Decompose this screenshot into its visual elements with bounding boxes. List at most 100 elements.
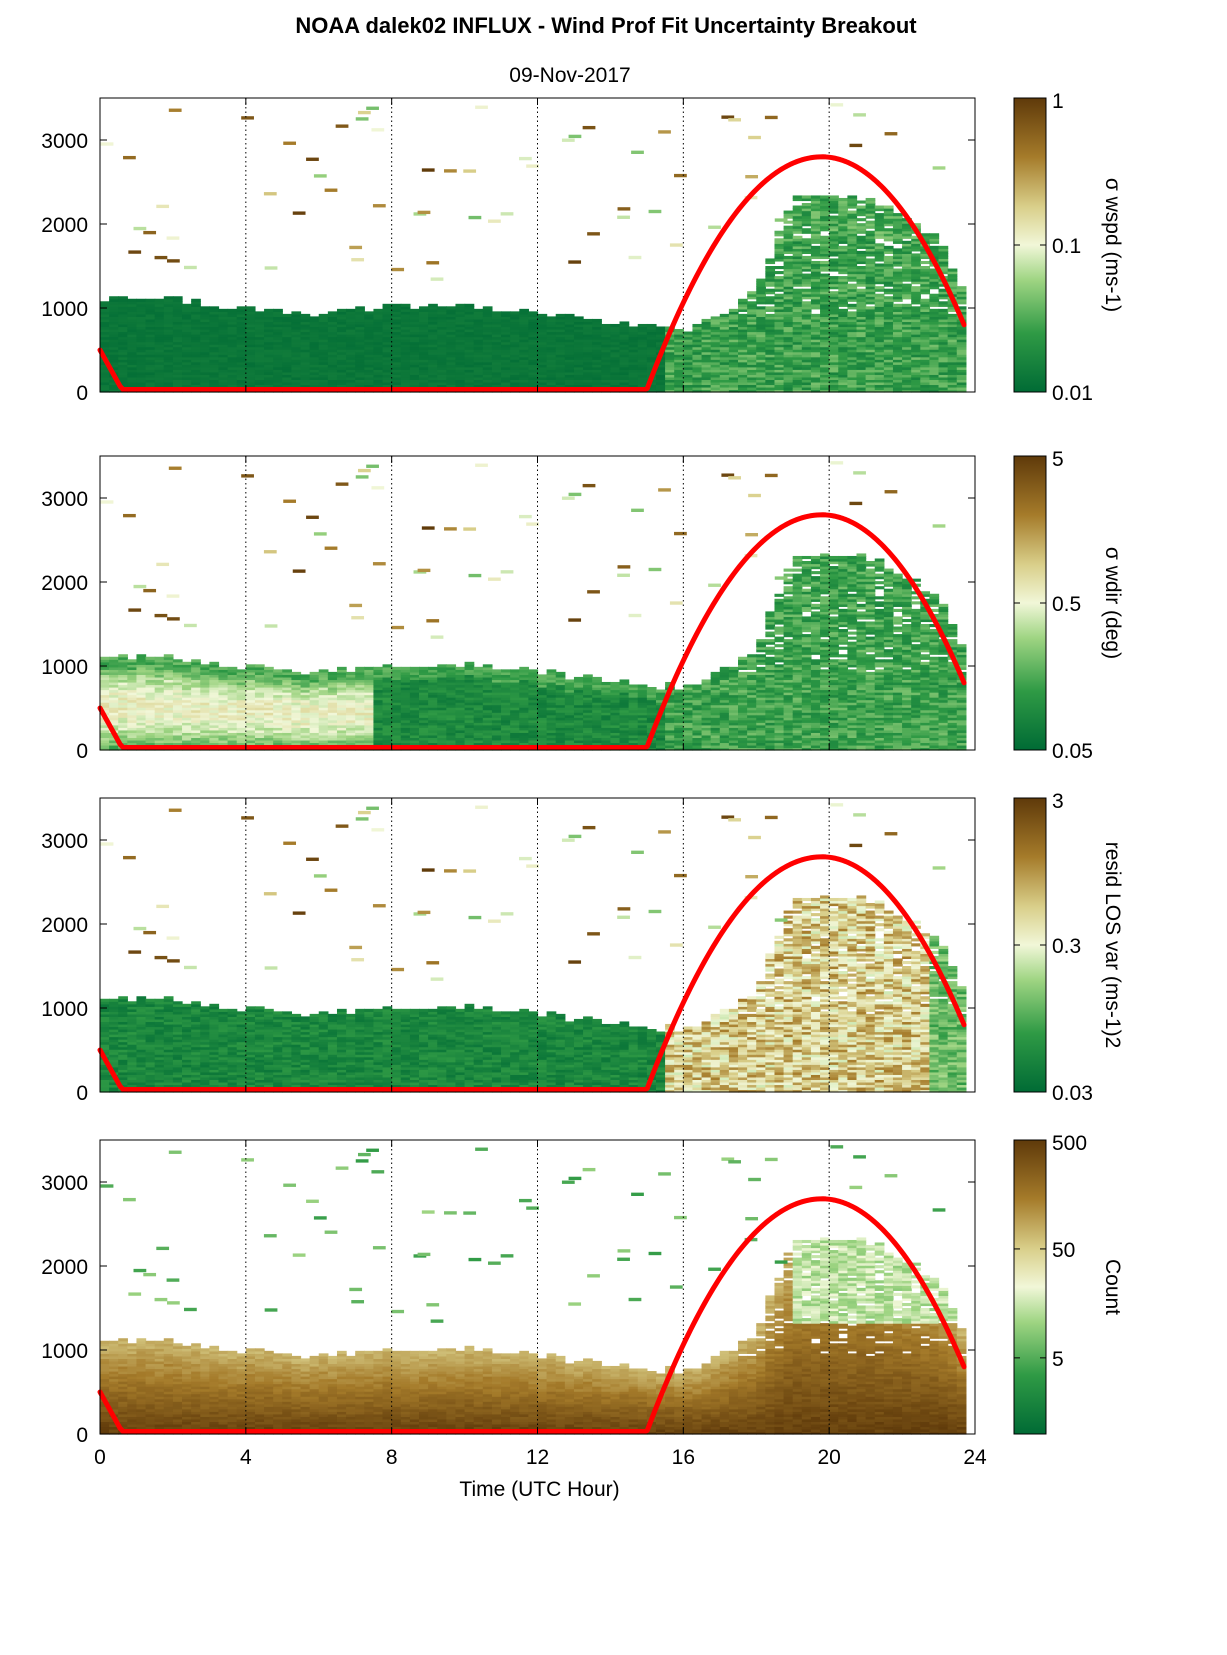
heatmap-cell bbox=[373, 334, 384, 338]
heatmap-cell bbox=[728, 344, 739, 348]
heatmap-cell bbox=[792, 323, 803, 328]
heatmap-cell bbox=[428, 351, 438, 355]
heatmap-cell bbox=[382, 339, 393, 343]
heatmap-cell bbox=[564, 318, 575, 323]
heatmap-cell bbox=[583, 323, 593, 328]
heatmap-cell bbox=[100, 316, 110, 320]
heatmap-cell bbox=[254, 311, 265, 315]
figure-subtitle: 09-Nov-2017 bbox=[509, 64, 630, 87]
heatmap-cell bbox=[355, 381, 365, 386]
heatmap-cell bbox=[519, 356, 529, 360]
heatmap-cell bbox=[892, 313, 903, 317]
heatmap-cell bbox=[473, 318, 484, 323]
heatmap-cell bbox=[874, 361, 885, 365]
heatmap-cell bbox=[810, 386, 821, 391]
heatmap-cell bbox=[911, 258, 921, 262]
heatmap-cell bbox=[564, 346, 575, 350]
heatmap-cell bbox=[391, 326, 402, 330]
heatmap-cell bbox=[911, 268, 921, 272]
heatmap-cell bbox=[291, 379, 302, 383]
heatmap-cell bbox=[109, 336, 119, 340]
heatmap-cell bbox=[938, 296, 949, 300]
heatmap-cell bbox=[501, 354, 511, 358]
heatmap-cell bbox=[100, 381, 110, 386]
heatmap-cell bbox=[865, 361, 876, 365]
heatmap-cell bbox=[482, 351, 493, 355]
heatmap-cell bbox=[920, 334, 931, 338]
heatmap-cell bbox=[856, 369, 867, 373]
heatmap-cell bbox=[792, 210, 803, 214]
heatmap-cell bbox=[883, 223, 894, 227]
heatmap-cell bbox=[783, 278, 794, 282]
heatmap-cell bbox=[892, 230, 903, 234]
heatmap-cell bbox=[437, 308, 447, 312]
heatmap-cell bbox=[482, 364, 493, 368]
heatmap-cell bbox=[947, 366, 958, 370]
heatmap-cell bbox=[756, 321, 766, 325]
heatmap-cell bbox=[838, 326, 848, 330]
heatmap-cell bbox=[865, 223, 876, 227]
heatmap-cell bbox=[829, 308, 839, 312]
heatmap-cell bbox=[327, 316, 338, 320]
heatmap-cell bbox=[419, 379, 429, 383]
heatmap-cell bbox=[674, 384, 684, 388]
heatmap-cell bbox=[765, 361, 776, 365]
heatmap-cell bbox=[200, 379, 210, 383]
colorbar-tick-label: 0.1 bbox=[1052, 235, 1081, 258]
heatmap-cell bbox=[810, 318, 821, 323]
heatmap-cell bbox=[938, 334, 949, 338]
heatmap-cell bbox=[336, 316, 347, 320]
heatmap-cell bbox=[920, 308, 931, 312]
heatmap-cell bbox=[254, 351, 265, 355]
heatmap-cell bbox=[856, 260, 867, 265]
heatmap-cell bbox=[537, 376, 548, 380]
heatmap-cell bbox=[902, 293, 912, 297]
heatmap-cell bbox=[710, 316, 721, 320]
heatmap-cell bbox=[391, 351, 402, 355]
heatmap-cell bbox=[583, 334, 593, 338]
heatmap-cell bbox=[209, 323, 220, 328]
heatmap-cell bbox=[792, 351, 803, 355]
heatmap-cell bbox=[528, 374, 539, 378]
heatmap-cell bbox=[865, 301, 876, 305]
heatmap-cell bbox=[528, 316, 539, 320]
heatmap-cell bbox=[892, 329, 903, 333]
heatmap-cell bbox=[856, 331, 867, 335]
heatmap-cell bbox=[163, 296, 174, 300]
heatmap-cell bbox=[373, 318, 384, 323]
heatmap-cell bbox=[191, 318, 201, 323]
heatmap-cell bbox=[902, 306, 912, 310]
heatmap-cell bbox=[127, 374, 138, 378]
heatmap-cell bbox=[911, 278, 921, 282]
heatmap-cell bbox=[145, 326, 156, 330]
heatmap-cell bbox=[874, 371, 885, 375]
heatmap-cell bbox=[227, 356, 238, 360]
heatmap-cell bbox=[929, 238, 940, 242]
heatmap-cell bbox=[109, 366, 119, 370]
heatmap-cell bbox=[127, 298, 138, 302]
heatmap-cell bbox=[437, 376, 447, 380]
heatmap-cell bbox=[856, 349, 867, 353]
heatmap-cell bbox=[264, 326, 274, 330]
heatmap-cell bbox=[738, 356, 748, 360]
heatmap-cell bbox=[127, 303, 138, 307]
heatmap-cell bbox=[665, 381, 675, 386]
heatmap-cell bbox=[701, 318, 712, 323]
heatmap-cell bbox=[191, 369, 201, 373]
heatmap-cell bbox=[747, 341, 757, 345]
heatmap-cell bbox=[810, 230, 821, 234]
heatmap-cell bbox=[665, 354, 675, 358]
heatmap-cell bbox=[911, 301, 921, 305]
heatmap-cell bbox=[200, 349, 210, 353]
heatmap-cell bbox=[419, 376, 429, 380]
heatmap-cell bbox=[892, 374, 903, 378]
heatmap-cell bbox=[127, 318, 138, 323]
heatmap-cell bbox=[801, 351, 812, 355]
heatmap-cell bbox=[646, 336, 657, 340]
heatmap-cell bbox=[628, 344, 639, 348]
heatmap-cell bbox=[409, 323, 420, 328]
heatmap-cell bbox=[555, 381, 566, 386]
heatmap-cell bbox=[892, 220, 903, 224]
heatmap-cell bbox=[464, 321, 475, 325]
heatmap-cell bbox=[911, 361, 921, 365]
